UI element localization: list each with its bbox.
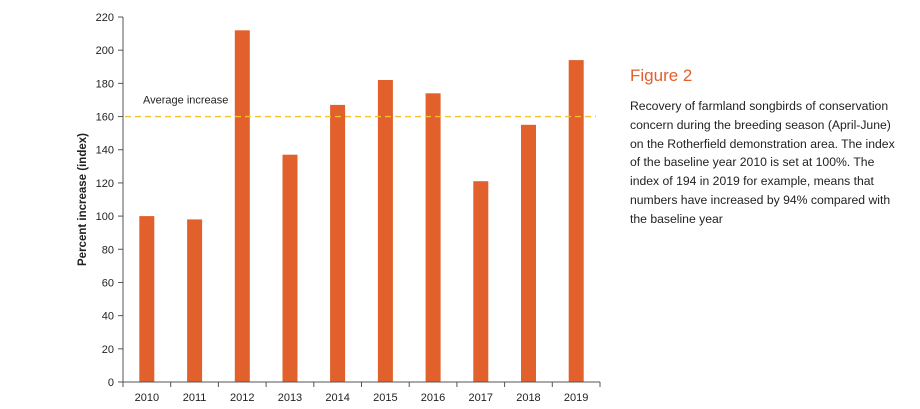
bar-2011 bbox=[187, 219, 203, 382]
x-tick-label: 2017 bbox=[469, 392, 493, 404]
y-ticks-group: 0 20 40 60 80 100 120 140 160 180 200 220 bbox=[96, 12, 123, 389]
bar-2019 bbox=[568, 60, 584, 382]
bar-2014 bbox=[330, 104, 346, 383]
y-tick-label: 140 bbox=[96, 145, 114, 157]
bar-2012 bbox=[234, 30, 250, 383]
x-tick-label: 2012 bbox=[230, 392, 254, 404]
y-tick-label: 80 bbox=[102, 244, 114, 256]
x-tick-label: 2016 bbox=[421, 392, 445, 404]
y-tick-label: 120 bbox=[96, 178, 114, 190]
y-tick-label: 0 bbox=[108, 377, 114, 389]
x-tick-label: 2015 bbox=[373, 392, 397, 404]
y-tick-label: 60 bbox=[102, 277, 114, 289]
y-tick-label: 200 bbox=[96, 45, 114, 57]
x-ticks-group: 2010 2011 2012 2013 2014 2015 2016 2017 2018 2019 bbox=[122, 382, 601, 404]
bar-2013 bbox=[282, 154, 298, 382]
y-tick-label: 180 bbox=[96, 78, 114, 90]
y-tick-label: 20 bbox=[102, 344, 114, 356]
x-tick-label: 2019 bbox=[564, 392, 588, 404]
x-tick-label: 2013 bbox=[278, 392, 302, 404]
bar-2016 bbox=[425, 93, 441, 383]
y-tick-label: 100 bbox=[96, 211, 114, 223]
y-tick-label: 160 bbox=[96, 112, 114, 124]
y-tick-label: 220 bbox=[96, 12, 114, 24]
bar-2018 bbox=[521, 124, 536, 383]
y-tick-label: 40 bbox=[102, 311, 114, 323]
x-tick-label: 2010 bbox=[135, 392, 159, 404]
bar-2010 bbox=[139, 216, 155, 382]
x-tick-label: 2014 bbox=[325, 392, 349, 404]
x-tick-label: 2011 bbox=[183, 392, 207, 404]
figure-caption: Recovery of farmland songbirds of conser… bbox=[630, 99, 895, 226]
figure-title: Figure 2 bbox=[630, 66, 693, 85]
average-increase-label: Average increase bbox=[143, 95, 228, 107]
bar-2015 bbox=[377, 80, 393, 382]
bar-2017 bbox=[473, 181, 489, 382]
bars-group bbox=[139, 30, 584, 383]
x-tick-label: 2018 bbox=[516, 392, 540, 404]
y-axis-label: Percent increase (index) bbox=[77, 133, 89, 266]
